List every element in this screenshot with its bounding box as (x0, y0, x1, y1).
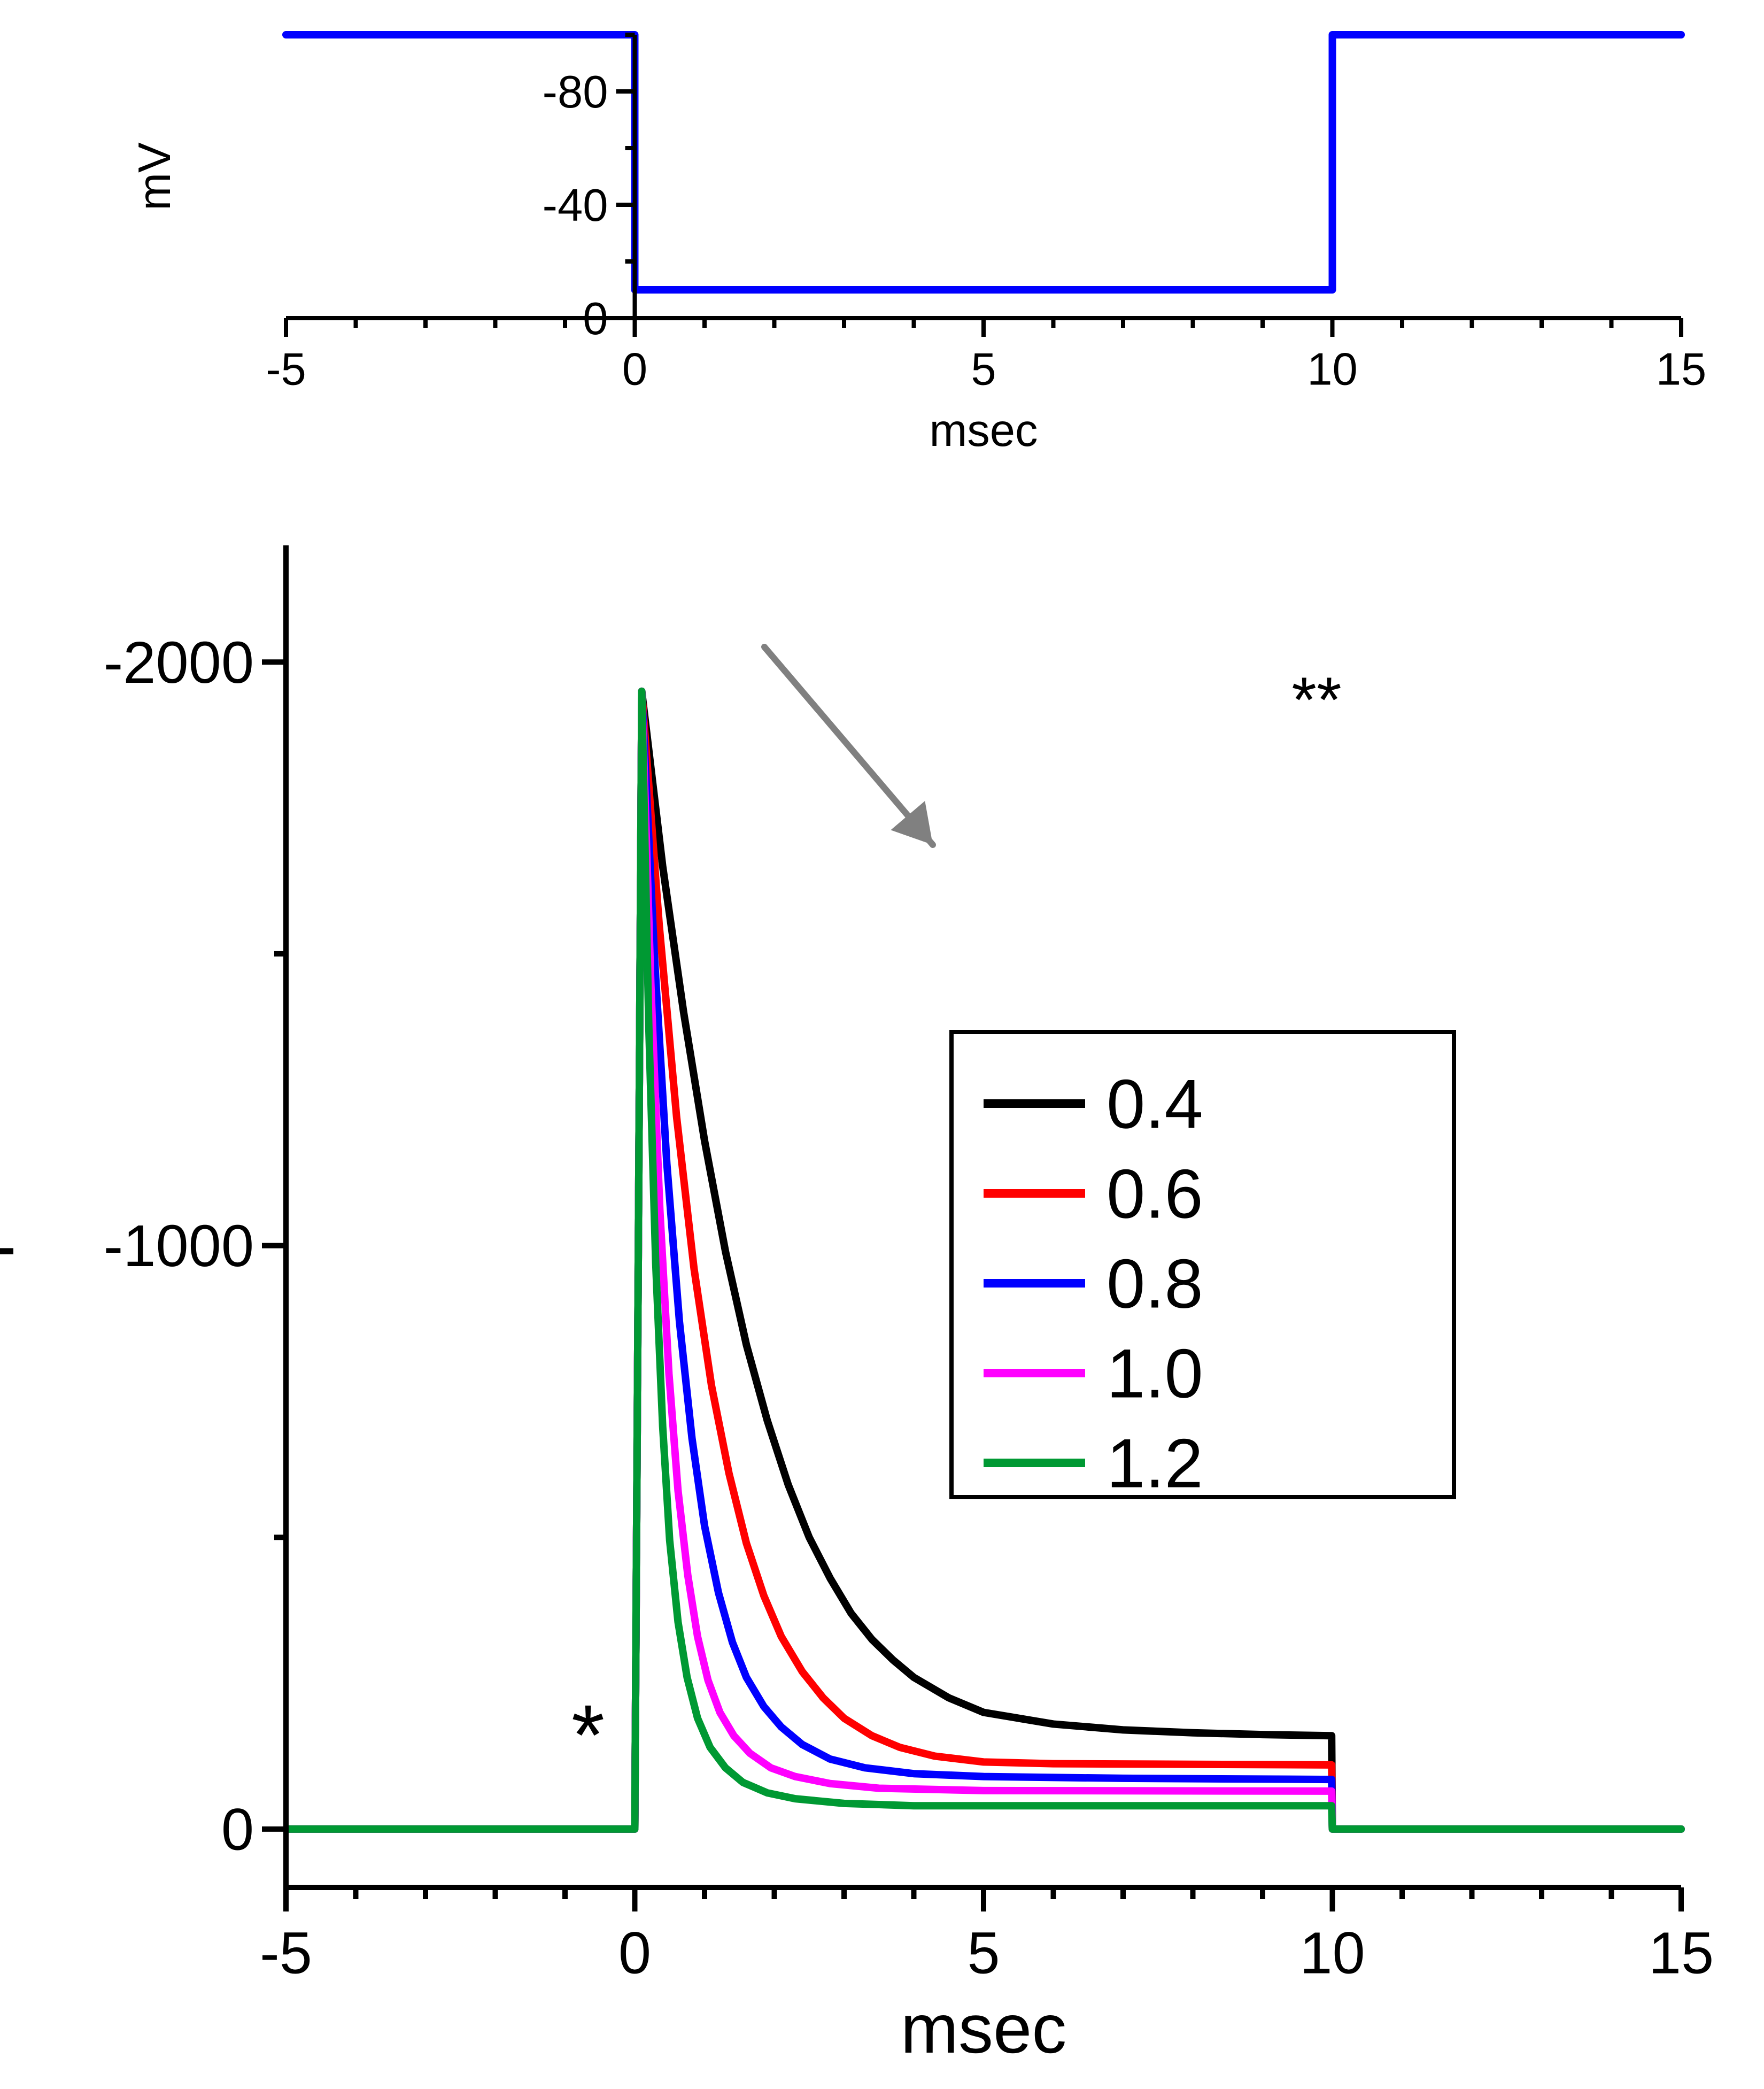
x-tick-label: 0 (622, 344, 647, 395)
x-tick-label: 15 (1649, 1921, 1714, 1986)
y-tick-label: -40 (543, 180, 608, 231)
legend-label: 1.0 (1107, 1335, 1203, 1413)
x-tick-label: 10 (1299, 1921, 1365, 1986)
annotation-asterisk: ** (1291, 664, 1341, 736)
legend-label: 0.8 (1107, 1245, 1203, 1323)
x-tick-label: 15 (1656, 344, 1707, 395)
legend-label: 0.6 (1107, 1155, 1203, 1233)
legend-label: 0.4 (1107, 1065, 1203, 1143)
x-axis-label: msec (901, 1990, 1067, 2068)
figure-svg: -5051015msec0-40-80mV-5051015msec0-1000-… (0, 0, 1764, 2089)
x-tick-label: -5 (266, 344, 306, 395)
x-tick-label: 5 (967, 1921, 1000, 1986)
y-tick-label: 0 (221, 1797, 254, 1862)
y-tick-label: -1000 (104, 1213, 254, 1279)
y-axis-label: pA (0, 1174, 14, 1259)
y-tick-label: -80 (543, 67, 608, 118)
y-tick-label: 0 (583, 294, 608, 344)
x-tick-label: 10 (1307, 344, 1358, 395)
chart-page: -5051015msec0-40-80mV-5051015msec0-1000-… (0, 0, 1764, 2089)
annotation-asterisk: * (571, 1687, 605, 1783)
y-axis-label: mV (129, 142, 180, 211)
x-tick-label: -5 (260, 1921, 312, 1986)
legend-label: 1.2 (1107, 1424, 1203, 1502)
x-axis-label: msec (929, 405, 1038, 456)
x-tick-label: 0 (618, 1921, 651, 1986)
y-tick-label: -2000 (104, 630, 254, 696)
x-tick-label: 5 (971, 344, 996, 395)
